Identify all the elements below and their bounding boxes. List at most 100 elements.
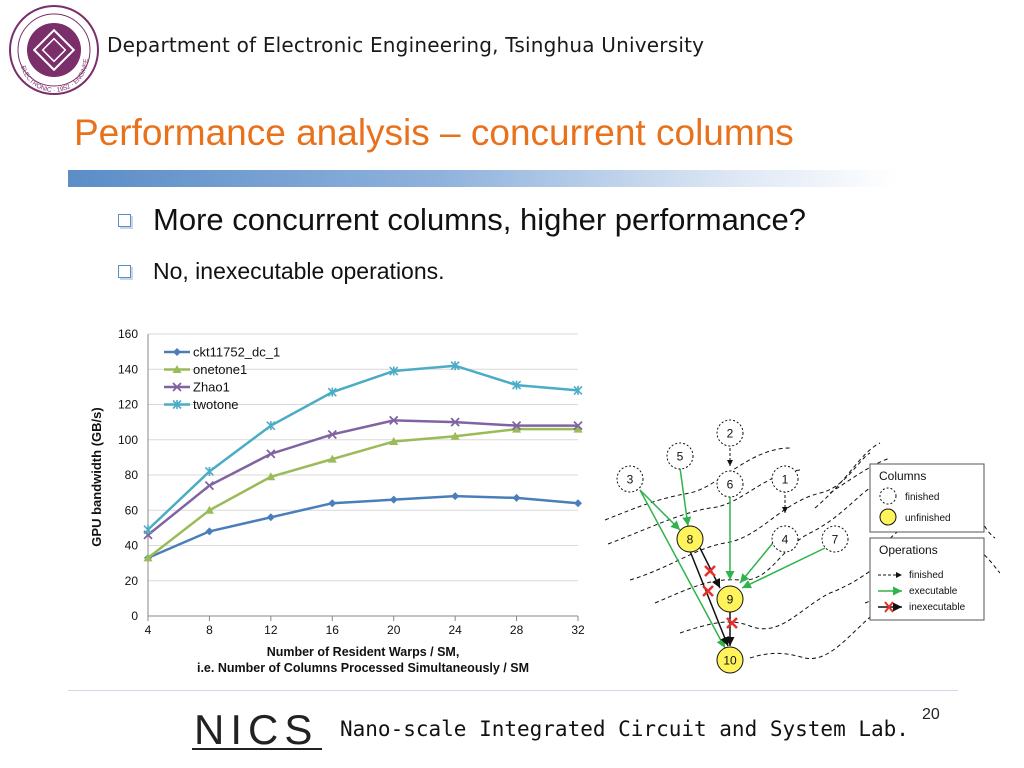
x-tick-label: 28 (510, 623, 524, 637)
diagram-nodes: 2 5 3 6 1 8 4 7 9 10 (616, 419, 849, 674)
data-point (327, 429, 337, 440)
operations-legend-finished: finished (909, 570, 943, 581)
university-logo: ELECTRONIC · 1952 · ENGINEERING (3, 0, 102, 101)
data-point (143, 553, 153, 562)
columns-legend: Columns finished unfinished (869, 463, 985, 533)
series-line (147, 427, 578, 559)
bullet-1-text: More concurrent columns, higher performa… (153, 202, 807, 237)
square-bullet-icon (118, 213, 131, 227)
bullet-2-text: No, inexecutable operations. (153, 258, 445, 284)
diagram-node-8: 8 (676, 525, 704, 553)
series-line (147, 419, 578, 536)
x-tick-label: 4 (145, 623, 152, 637)
diagram-node-7: 7 (821, 525, 849, 553)
node-circle (716, 470, 744, 498)
data-point (172, 399, 182, 410)
node-circle (716, 585, 744, 613)
data-point (450, 361, 460, 371)
data-point (451, 492, 460, 501)
legend-entry-Zhao1: Zhao1 (164, 380, 230, 395)
dependency-edges (639, 443, 826, 649)
series-line (147, 494, 579, 559)
data-point (204, 480, 215, 491)
diagram-node-1: 1 (771, 465, 799, 493)
y-tick-label: 0 (131, 609, 138, 623)
chart-series (143, 361, 583, 562)
slide-title: Performance analysis – concurrent column… (74, 112, 794, 153)
x-tick-label: 16 (326, 623, 340, 637)
data-point (511, 421, 522, 431)
bullet-1: More concurrent columns, higher performa… (118, 202, 806, 238)
data-point (389, 366, 399, 376)
nics-logo: NICS (192, 702, 327, 757)
nics-logo-text: NICS (194, 706, 318, 752)
inexecutable-x-icons (702, 565, 738, 629)
legend-label: twotone (193, 397, 239, 412)
data-point (266, 449, 276, 459)
node-circle (616, 465, 644, 493)
data-point (328, 499, 337, 508)
inexecutable-x-icon (884, 601, 894, 613)
department-name: Department of Electronic Engineering, Ts… (107, 33, 705, 57)
data-point (266, 513, 275, 522)
y-axis-label: GPU bandwidth (GB/s) (89, 407, 104, 546)
footer-divider (68, 690, 958, 691)
data-point (389, 437, 399, 446)
node-circle (716, 646, 744, 674)
data-point (205, 527, 214, 536)
x-axis-label-line2: i.e. Number of Columns Processed Simulta… (197, 661, 529, 675)
operations-legend-executable: executable (909, 586, 958, 597)
columns-legend-unfinished: unfinished (905, 513, 951, 524)
legend-label: ckt11752_dc_1 (193, 345, 280, 360)
diagram-node-4: 4 (771, 525, 799, 553)
data-point (327, 454, 337, 463)
data-point (574, 499, 582, 508)
legend-label: onetone1 (193, 362, 247, 377)
node-circle (821, 525, 849, 553)
chart-axes (147, 334, 579, 621)
x-tick-label: 20 (387, 623, 401, 637)
series-onetone1 (143, 424, 583, 562)
diagram-node-2: 2 (716, 419, 744, 447)
unfinished-node-legend-icon (879, 508, 897, 526)
series-ckt11752_dc_1 (144, 492, 582, 562)
page-number: 20 (922, 706, 940, 723)
data-point (327, 387, 337, 397)
y-tick-label: 20 (125, 574, 139, 588)
data-point (204, 466, 214, 477)
legend-entry-twotone: twotone (164, 397, 239, 412)
operations-legend-title: Operations (879, 543, 938, 557)
diagram-node-9: 9 (716, 585, 744, 613)
node-label: 9 (727, 593, 734, 607)
x-axis-label-line1: Number of Resident Warps / SM, (267, 645, 460, 659)
node-circle (676, 525, 704, 553)
legend-label: Zhao1 (193, 380, 230, 395)
data-point (512, 424, 522, 433)
columns-legend-finished: finished (905, 492, 939, 503)
finished-node-legend-icon (879, 487, 897, 505)
columns-legend-title: Columns (879, 469, 926, 483)
diagram-node-5: 5 (666, 442, 694, 470)
data-point (450, 431, 460, 440)
legend-entry-ckt11752_dc_1: ckt11752_dc_1 (164, 345, 280, 360)
node-label: 7 (832, 533, 839, 547)
x-tick-label: 8 (206, 623, 213, 637)
title-underline-bar (68, 170, 898, 187)
node-label: 10 (723, 654, 737, 668)
data-point (266, 421, 276, 431)
node-circle (771, 465, 799, 493)
data-point (172, 382, 182, 392)
y-tick-label: 100 (118, 433, 138, 447)
bullet-2: No, inexecutable operations. (118, 258, 445, 285)
node-label: 1 (782, 473, 789, 487)
square-bullet-icon (118, 265, 131, 278)
data-point (573, 385, 583, 395)
node-label: 4 (782, 533, 789, 547)
diagram-node-6: 6 (716, 470, 744, 498)
data-point (143, 525, 153, 535)
bandwidth-line-chart: 0 20 40 60 80 100 120 140 160 4 8 12 16 20 24 28 32 ckt1… (89, 327, 585, 675)
data-point (389, 495, 398, 504)
data-point (173, 348, 181, 356)
data-point (450, 417, 460, 427)
node-label: 5 (677, 450, 684, 464)
